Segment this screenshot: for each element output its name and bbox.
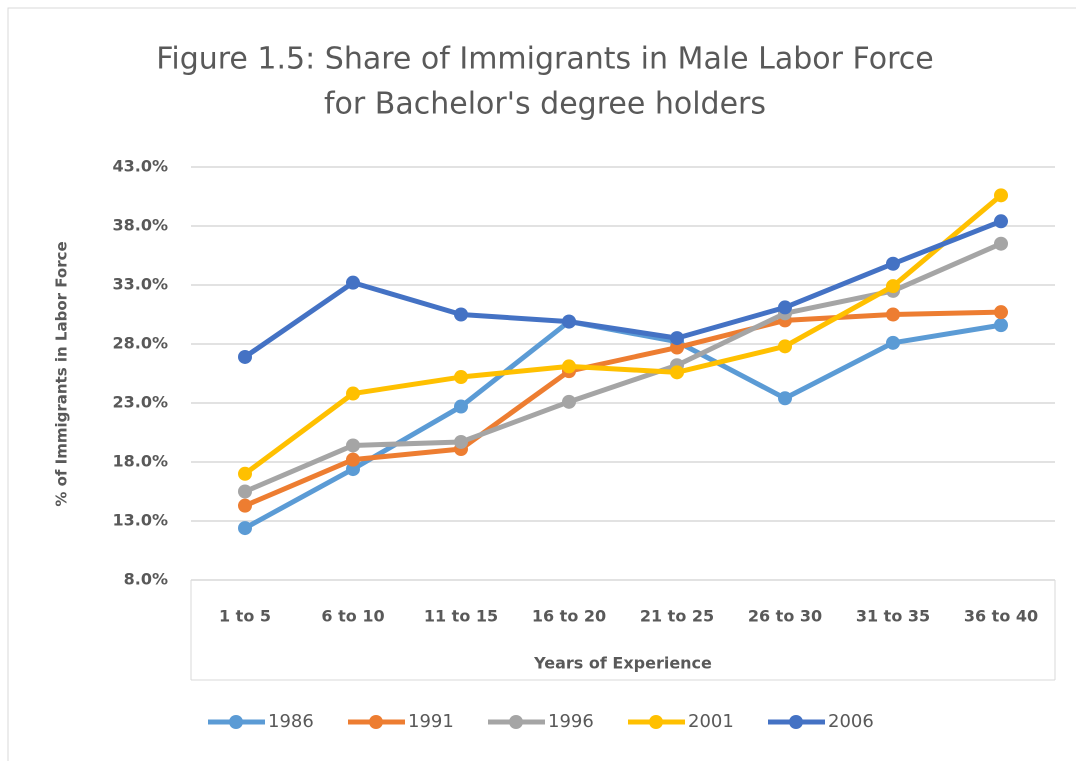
data-point [994, 214, 1008, 229]
chart-frame [7, 7, 1076, 761]
data-point [886, 307, 900, 322]
data-point [346, 438, 360, 453]
x-tick-label: 31 to 35 [856, 607, 930, 626]
x-tick-label: 6 to 10 [321, 607, 384, 626]
legend-marker [229, 715, 243, 729]
data-point [886, 256, 900, 271]
x-tick-label: 36 to 40 [964, 607, 1038, 626]
data-point [454, 434, 468, 449]
x-tick-label: 21 to 25 [640, 607, 714, 626]
data-point [778, 391, 792, 406]
y-axis-label: % of Immigrants in Labor Force [53, 241, 71, 506]
data-point [994, 305, 1008, 320]
x-tick-label: 16 to 20 [532, 607, 606, 626]
data-point [346, 386, 360, 401]
x-tick-label: 11 to 15 [424, 607, 498, 626]
y-tick-label: 43.0% [112, 157, 168, 176]
data-point [238, 349, 252, 364]
data-point [886, 279, 900, 294]
legend-marker [649, 715, 663, 729]
data-point [562, 359, 576, 374]
data-point [454, 307, 468, 322]
series-line [244, 309, 1002, 508]
data-point [670, 365, 684, 380]
data-point [778, 300, 792, 315]
data-point [670, 331, 684, 346]
y-tick-label: 28.0% [112, 334, 168, 353]
data-point [238, 498, 252, 513]
y-tick-label: 18.0% [112, 452, 168, 471]
data-point [994, 188, 1008, 203]
legend-marker [789, 715, 803, 729]
data-point [346, 452, 360, 467]
y-tick-label: 33.0% [112, 275, 168, 294]
data-point [994, 318, 1008, 333]
data-point [238, 466, 252, 481]
legend-label: 2001 [688, 711, 734, 732]
data-point [778, 339, 792, 354]
x-tick-label: 1 to 5 [219, 607, 271, 626]
legend-label: 1996 [548, 711, 594, 732]
data-point [238, 484, 252, 499]
chart-title: for Bachelor's degree holders [324, 87, 766, 122]
y-tick-label: 38.0% [112, 216, 168, 235]
y-tick-label: 8.0% [124, 570, 168, 589]
legend-marker [509, 715, 523, 729]
x-tick-label: 26 to 30 [748, 607, 822, 626]
legend-label: 2006 [828, 711, 874, 732]
data-point [346, 275, 360, 290]
data-point [238, 521, 252, 536]
data-point [454, 399, 468, 414]
chart-title: Figure 1.5: Share of Immigrants in Male … [156, 42, 933, 77]
series-line [243, 319, 1002, 531]
series-line [243, 193, 1003, 476]
legend-marker [369, 715, 383, 729]
data-point [562, 394, 576, 409]
data-point [562, 314, 576, 329]
x-axis-label: Years of Experience [533, 654, 712, 673]
y-tick-label: 23.0% [112, 393, 168, 412]
data-point [454, 370, 468, 385]
data-point [886, 335, 900, 350]
y-tick-label: 13.0% [112, 511, 168, 530]
series-line [243, 218, 1002, 360]
data-point [994, 236, 1008, 251]
legend-label: 1986 [268, 711, 314, 732]
legend-label: 1991 [408, 711, 454, 732]
